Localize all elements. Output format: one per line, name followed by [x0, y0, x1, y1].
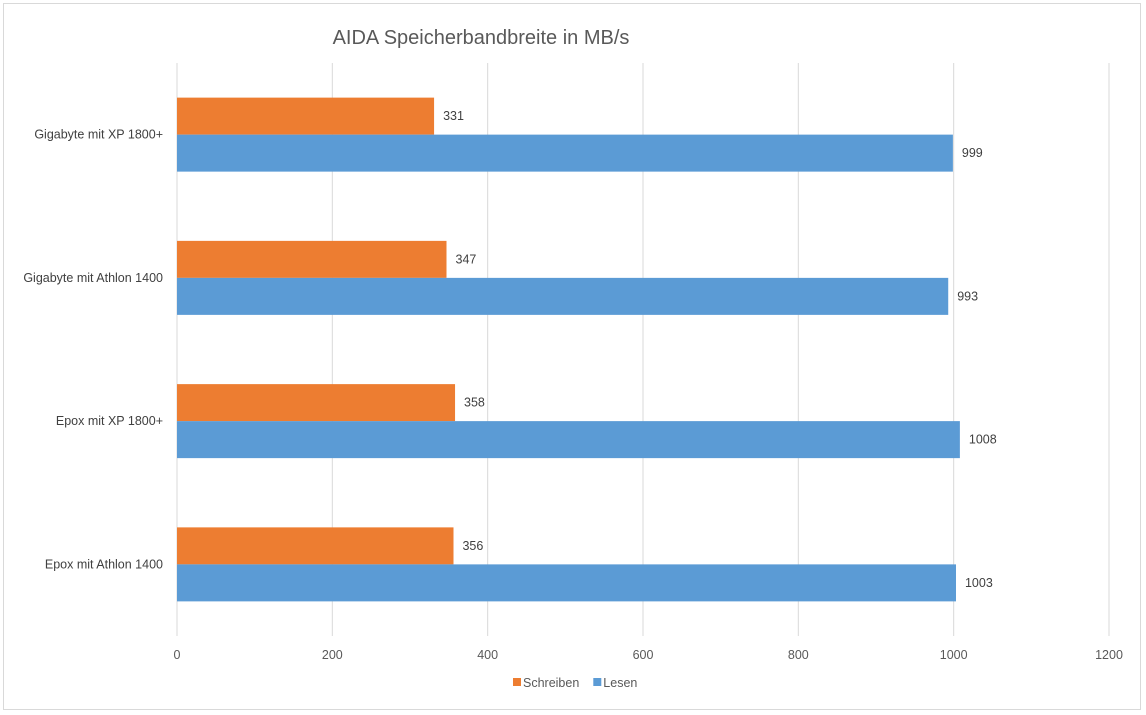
bar-lesen — [177, 134, 953, 172]
x-axis-ticks: 0 200 400 600 800 1000 1200 — [174, 648, 1123, 662]
data-labels: 331 999 347 993 358 1008 356 1003 — [443, 109, 997, 590]
category-label: Epox mit XP 1800+ — [56, 414, 163, 428]
x-tick-label: 600 — [633, 648, 654, 662]
bar-lesen — [177, 277, 949, 315]
legend-label: Lesen — [603, 676, 637, 690]
legend-label: Schreiben — [523, 676, 579, 690]
bars — [177, 97, 960, 602]
x-tick-label: 0 — [174, 648, 181, 662]
x-tick-label: 200 — [322, 648, 343, 662]
x-tick-label: 1200 — [1095, 648, 1123, 662]
legend-swatch — [513, 678, 521, 686]
category-label: Epox mit Athlon 1400 — [45, 557, 163, 571]
data-label: 356 — [462, 539, 483, 553]
category-label: Gigabyte mit Athlon 1400 — [23, 271, 163, 285]
data-label: 1008 — [969, 433, 997, 447]
x-tick-label: 1000 — [940, 648, 968, 662]
data-label: 1003 — [965, 576, 993, 590]
data-label: 347 — [456, 252, 477, 266]
category-label: Gigabyte mit XP 1800+ — [34, 128, 163, 142]
x-tick-label: 400 — [477, 648, 498, 662]
data-label: 331 — [443, 109, 464, 123]
bar-schreiben — [177, 240, 447, 278]
bar-schreiben — [177, 384, 456, 422]
data-label: 358 — [464, 396, 485, 410]
x-tick-label: 800 — [788, 648, 809, 662]
category-labels: Gigabyte mit XP 1800+ Gigabyte mit Athlon… — [23, 128, 163, 572]
legend: Schreiben Lesen — [513, 676, 637, 690]
data-label: 993 — [957, 289, 978, 303]
bar-lesen — [177, 564, 956, 602]
bar-schreiben — [177, 97, 435, 135]
bar-lesen — [177, 421, 960, 459]
legend-swatch — [593, 678, 602, 686]
chart-title: AIDA Speicherbandbreite in MB/s — [333, 27, 630, 49]
bar-schreiben — [177, 527, 454, 565]
data-label: 999 — [962, 146, 983, 160]
